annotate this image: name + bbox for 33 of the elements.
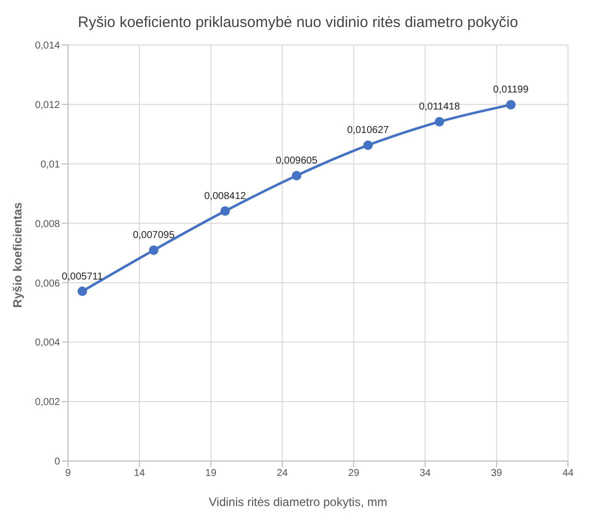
x-tick-label: 19 <box>205 468 217 480</box>
point <box>292 170 302 180</box>
x-axis-title: Vidinis ritės diametro pokytis, mm <box>208 495 388 509</box>
data-label: 0,009605 <box>276 156 318 167</box>
point <box>78 286 88 296</box>
data-label: 0,01199 <box>493 84 529 96</box>
y-tick-label: 0,012 <box>34 100 60 111</box>
y-tick-label: 0,004 <box>34 338 60 349</box>
data-label: 0,007095 <box>132 230 175 242</box>
x-tick-label: 34 <box>420 468 432 480</box>
y-axis-title: Ryšio koeficientas <box>11 202 25 308</box>
y-tick-label: 0,01 <box>40 159 60 170</box>
y-tick-label: 0,006 <box>34 278 60 290</box>
data-label: 0,005711 <box>62 271 104 282</box>
point <box>434 116 444 126</box>
y-tick-label: 0,014 <box>34 40 60 52</box>
x-tick-label: 24 <box>276 468 288 480</box>
x-tick-label: 9 <box>65 468 72 480</box>
point <box>363 140 373 150</box>
point <box>220 206 230 216</box>
x-tick-label: 44 <box>562 468 574 480</box>
point <box>148 245 158 255</box>
data-label: 0,011418 <box>418 102 460 113</box>
chart-title: Ryšio koeficiento priklausomybė nuo vidinio ritės diametro pokyčio <box>76 13 520 33</box>
data-label: 0,008412 <box>204 191 246 202</box>
x-tick-label: 29 <box>348 468 360 480</box>
y-tick-label: 0,002 <box>34 397 60 408</box>
x-tick-label: 39 <box>491 468 503 480</box>
y-tick-label: 0 <box>54 456 60 468</box>
y-tick-label: 0,008 <box>34 218 60 230</box>
point <box>506 100 516 110</box>
x-tick-label: 14 <box>134 468 146 480</box>
data-label: 0,010627 <box>347 125 390 136</box>
